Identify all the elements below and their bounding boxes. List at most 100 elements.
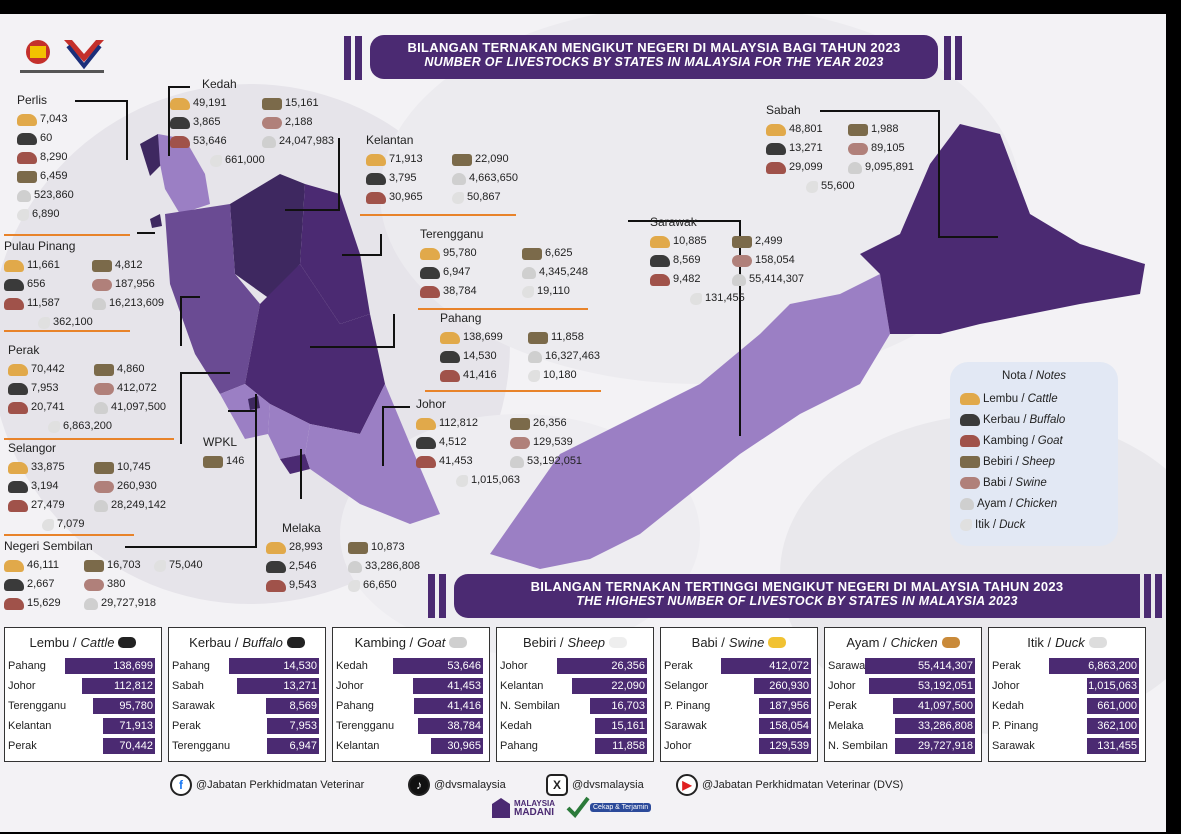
chicken-icon: [941, 636, 960, 648]
leader-ns-h: [125, 546, 255, 548]
value: 16,703: [107, 559, 141, 571]
bar: 11,858: [595, 738, 647, 754]
value: 7,953: [31, 382, 59, 394]
social-tiktok[interactable]: ♪ @dvsmalaysia: [408, 774, 506, 796]
state-melaka: Melaka 28,993 10,873 2,546 33,286,808 9,54…: [266, 522, 426, 595]
bar: 131,455: [1087, 738, 1139, 754]
state-name: Pulau Pinang: [4, 239, 76, 253]
state-name: Perak: [8, 343, 40, 357]
bar: 29,727,918: [895, 738, 975, 754]
chart-row: P. Pinang 187,956: [661, 696, 817, 716]
sheep-icon: [203, 455, 223, 468]
leader-pahang-v: [393, 314, 395, 348]
social-youtube[interactable]: ▶ @Jabatan Perkhidmatan Veterinar (DVS): [676, 774, 903, 796]
map-melaka: [280, 454, 310, 474]
youtube-icon: ▶: [676, 774, 698, 796]
chicken-icon: [94, 499, 108, 512]
chart-row: Johor 41,453: [333, 676, 489, 696]
state-name: Kedah: [202, 77, 237, 91]
chart-row: Kedah 53,646: [333, 656, 489, 676]
value: 66,650: [363, 579, 397, 591]
legend-item: Ayam / Chicken: [960, 493, 1108, 514]
value: 53,646: [193, 135, 227, 147]
map-perlis: [140, 134, 162, 176]
leader-sabah-h2: [938, 236, 998, 238]
chart-row: Terengganu 38,784: [333, 716, 489, 736]
legend-label-ms: Ayam /: [977, 497, 1013, 510]
chart-row: Johor 26,356: [497, 656, 653, 676]
chart-title: Kerbau / Buffalo: [169, 628, 325, 656]
value: 4,860: [117, 363, 145, 375]
value: 362,100: [53, 316, 93, 328]
legend-label-ms: Bebiri /: [983, 455, 1019, 468]
state-perlis: Perlis 7,043 60 8,290 6,459 523,860 6,89…: [17, 94, 80, 224]
legend-label-en: Buffalo: [1029, 413, 1066, 426]
value: 41,416: [463, 369, 497, 381]
separator: [4, 534, 134, 536]
bar: 260,930: [754, 678, 811, 694]
chicken-icon: [510, 455, 524, 468]
header-bars-left: [344, 36, 364, 80]
goat-icon: [17, 151, 37, 164]
sheep-icon: [84, 559, 104, 572]
leader-wpkl: [228, 410, 256, 412]
bar: 41,097,500: [893, 698, 975, 714]
value: 30,965: [389, 191, 423, 203]
subtitle: BILANGAN TERNAKAN TERTINGGI MENGIKUT NEG…: [454, 574, 1140, 618]
bar: 55,414,307: [865, 658, 975, 674]
chart-title: Lembu / Cattle: [5, 628, 161, 656]
value: 6,863,200: [63, 420, 112, 432]
value: 11,661: [27, 259, 60, 271]
separator: [4, 438, 174, 440]
chart-row: Johor 1,015,063: [989, 676, 1145, 696]
category-label: Johor: [828, 680, 856, 692]
value: 1,988: [871, 123, 899, 135]
leader-sabah-v: [938, 110, 940, 236]
leader-melaka: [300, 449, 302, 499]
chart-title: Kambing / Goat: [333, 628, 489, 656]
value: 95,780: [443, 247, 477, 259]
legend-item: Kambing / Goat: [960, 430, 1108, 451]
value: 158,054: [755, 254, 795, 266]
chicken-icon: [92, 297, 106, 310]
value: 16,327,463: [545, 350, 601, 362]
leader-sarawak: [628, 220, 740, 222]
duck-icon: [38, 316, 50, 329]
buffalo-icon: [366, 172, 386, 185]
goat-icon: [766, 161, 786, 174]
value: 10,873: [371, 541, 405, 553]
legend-label-en: Goat: [1037, 434, 1063, 447]
cattle-icon: [416, 417, 436, 430]
social-facebook[interactable]: f @Jabatan Perkhidmatan Veterinar: [170, 774, 364, 796]
cattle-icon: [17, 113, 37, 126]
bar: 158,054: [759, 718, 811, 734]
value: 26,356: [533, 417, 567, 429]
social-x[interactable]: X @dvsmalaysia: [546, 774, 644, 796]
category-label: Johor: [664, 740, 692, 752]
state-name: Perlis: [17, 93, 48, 107]
category-label: Terengganu: [336, 720, 395, 732]
map-penang: [150, 214, 162, 228]
buffalo-icon: [440, 350, 460, 363]
bar: 15,161: [595, 718, 647, 734]
value: 10,180: [543, 369, 577, 381]
chart-title-en: Cattle: [80, 634, 115, 650]
chart-row: Kedah 15,161: [497, 716, 653, 736]
chart-goat: Kambing / Goat Kedah 53,646 Johor 41,453 Paha…: [332, 627, 490, 762]
buffalo-icon: [766, 142, 786, 155]
goat-icon: [960, 434, 980, 447]
swine-icon: [768, 636, 787, 648]
map-sarawak: [490, 274, 890, 569]
bar: 22,090: [572, 678, 647, 694]
chart-row: Sarawak 55,414,307: [825, 656, 981, 676]
swine-icon: [94, 382, 114, 395]
goat-icon: [416, 455, 436, 468]
cattle-icon: [266, 541, 286, 554]
chicken-icon: [732, 273, 746, 286]
chart-title-ms: Kambing /: [354, 634, 414, 650]
duck-icon: [348, 579, 360, 592]
category-label: Terengganu: [172, 740, 231, 752]
chart-buffalo: Kerbau / Buffalo Pahang 14,530 Sabah 13,271 S…: [168, 627, 326, 762]
value: 13,271: [789, 142, 823, 154]
value: 71,913: [389, 153, 423, 165]
